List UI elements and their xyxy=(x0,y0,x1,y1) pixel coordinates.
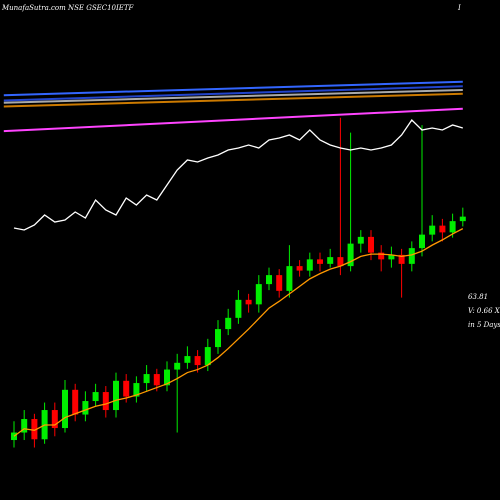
moving-average-line xyxy=(3,107,463,133)
candle-body xyxy=(102,392,109,411)
candle-body xyxy=(306,259,313,271)
candle-body xyxy=(378,252,385,260)
candle-body xyxy=(429,225,436,235)
moving-average-line xyxy=(3,80,463,97)
candle-body xyxy=(113,380,119,411)
annotation: in 5 Days xyxy=(468,321,500,329)
candle-body xyxy=(357,236,364,244)
candle-body xyxy=(408,248,415,264)
candle-body xyxy=(153,374,160,386)
candle-body xyxy=(266,275,272,285)
candle-body xyxy=(317,259,323,264)
annotation: V: 0.66 X xyxy=(468,307,500,315)
chart-title: MunafaSutra.com NSE GSEC10IETF xyxy=(1,4,135,12)
moving-average-line xyxy=(3,92,463,108)
candle-body xyxy=(347,243,354,267)
candle-body xyxy=(184,356,191,363)
candle-body xyxy=(21,419,28,433)
candle-body xyxy=(296,266,303,271)
candle-body xyxy=(327,257,334,264)
candle-body xyxy=(31,419,38,440)
candle-body xyxy=(215,329,221,348)
candle-body xyxy=(72,389,79,415)
candle-body xyxy=(174,362,181,370)
annotation: 63.81 xyxy=(468,293,488,301)
candle-body xyxy=(459,216,466,222)
candle-body xyxy=(62,389,68,429)
candle-body xyxy=(255,284,262,305)
candle-body xyxy=(92,392,99,402)
candle-body xyxy=(286,266,293,291)
candle-body xyxy=(388,254,395,260)
candle-body xyxy=(143,374,150,384)
candle-body xyxy=(398,254,405,264)
indicator-line xyxy=(13,228,464,437)
candle-body xyxy=(51,410,58,429)
indicator-line xyxy=(13,118,463,231)
candle-body xyxy=(276,275,283,291)
moving-average-line xyxy=(3,85,463,102)
candle-body xyxy=(204,347,211,366)
candle-body xyxy=(337,257,344,267)
candle-body xyxy=(245,299,252,305)
moving-average-line xyxy=(3,88,463,104)
candle-body xyxy=(123,380,130,397)
candle-body xyxy=(368,236,374,253)
candle-body xyxy=(439,225,446,233)
candle-body xyxy=(449,221,456,233)
candle-body xyxy=(235,299,242,318)
candle-body xyxy=(82,401,89,415)
candle-body xyxy=(164,369,170,386)
corner-label: I xyxy=(457,4,461,12)
candle-body xyxy=(133,383,140,397)
candle-body xyxy=(225,317,232,330)
candle-body xyxy=(194,356,201,366)
candle-body xyxy=(419,234,425,249)
